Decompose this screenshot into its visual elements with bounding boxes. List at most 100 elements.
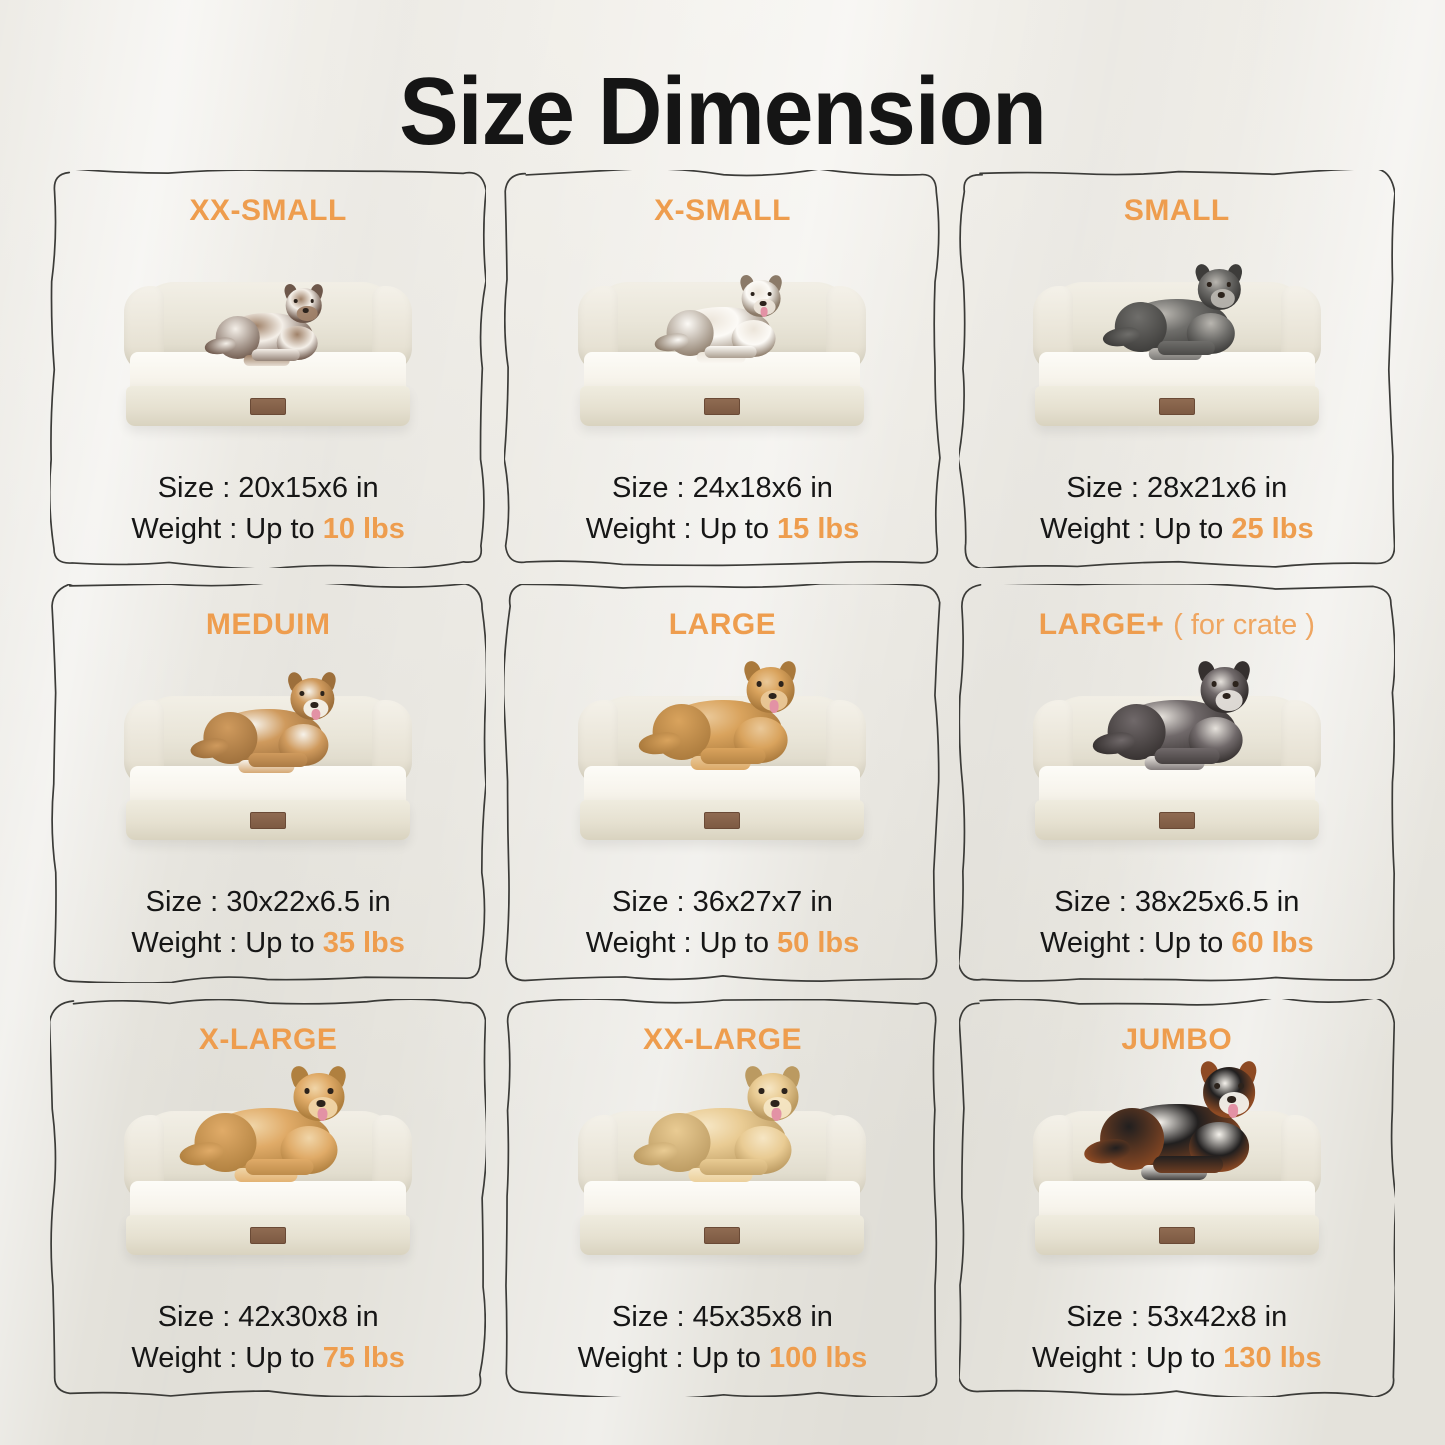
weight-line: Weight : Up to 75 lbs [131,1338,405,1379]
pet-illustration-dog-pomeranian [651,273,794,365]
brand-logo-tag [1158,397,1195,415]
brand-logo-tag [1158,1226,1195,1244]
spec-block: Size : 20x15x6 in Weight : Up to 10 lbs [131,468,405,558]
brand-logo-tag [250,397,287,415]
page-title: Size Dimension [399,58,1047,165]
card-size-name: X-SMALL [654,194,791,227]
pet-illustration-dog-schnauzer [1099,261,1255,363]
weight-line: Weight : Up to 35 lbs [131,923,405,964]
spec-block: Size : 24x18x6 in Weight : Up to 15 lbs [586,468,860,558]
weight-value: 25 lbs [1231,513,1314,546]
size-line: Size : 24x18x6 in [612,471,833,504]
pet-illustration-dog-corgi [187,670,350,776]
product-image [60,638,476,882]
weight-line-prefix: Weight : Up to [577,1341,769,1374]
weight-line-prefix: Weight : Up to [131,927,323,960]
card-size-label: XX-SMALL [190,194,347,228]
weight-line: Weight : Up to 15 lbs [586,509,860,550]
size-card-grid: XX-SMALL Size : 20x15x6 in Weight : Up to … [44,170,1401,1415]
card-size-label: LARGE+ ( for crate ) [1039,608,1315,642]
product-image [60,224,476,468]
pet-bed-illustration [572,658,872,846]
spec-block: Size : 45x35x8 in Weight : Up to 100 lbs [578,1297,868,1387]
card-size-name: LARGE [668,608,777,642]
weight-value: 50 lbs [777,927,860,960]
size-card-meduim[interactable]: MEDUIM Size : 30x22x6.5 in Weight : Up to … [50,584,486,982]
pet-bed-illustration [572,1064,872,1261]
weight-line-prefix: Weight : Up to [1032,1341,1224,1374]
weight-value: 75 lbs [322,1341,405,1374]
brand-logo-tag [250,1226,287,1244]
card-size-name: XX-SMALL [189,194,347,227]
size-line: Size : 38x25x6.5 in [1054,886,1300,919]
pet-illustration-dog-bernese-mountain [1080,1058,1274,1183]
size-card-xx-large[interactable]: XX-LARGE Size : 45x35x8 in Weight : Up to … [504,999,940,1397]
weight-line: Weight : Up to 130 lbs [1032,1338,1322,1379]
pet-bed-illustration [572,260,872,432]
spec-block: Size : 38x25x6.5 in Weight : Up to 60 lbs [1040,882,1314,972]
card-size-label: LARGE [669,608,777,642]
spec-block: Size : 42x30x8 in Weight : Up to 75 lbs [131,1297,405,1387]
weight-value: 60 lbs [1231,927,1314,960]
brand-logo-tag [704,397,741,415]
card-size-label: JUMBO [1121,1023,1232,1057]
size-line: Size : 45x35x8 in [612,1300,833,1333]
product-image [969,638,1385,882]
size-card-x-small[interactable]: X-SMALL Size : 24x18x6 in Weight : Up to 1… [504,170,940,568]
size-line: Size : 28x21x6 in [1066,471,1288,504]
size-card-large[interactable]: LARGE Size : 36x27x7 in Weight : Up to 50 … [504,584,940,982]
weight-value: 15 lbs [777,513,860,546]
weight-line-prefix: Weight : Up to [131,513,323,546]
pet-bed-illustration [118,670,418,846]
pet-bed-illustration [1027,1058,1327,1261]
weight-value: 10 lbs [322,513,405,546]
pet-illustration-dog-golden-retriever-large [175,1064,362,1185]
card-size-label: XX-LARGE [643,1023,802,1057]
card-size-label: MEDUIM [206,608,331,642]
pet-bed-illustration [118,260,418,432]
pet-illustration-cat-ragdoll [202,282,335,368]
card-size-name: X-LARGE [198,1022,338,1056]
card-size-name: JUMBO [1121,1022,1233,1056]
card-size-name: MEDUIM [205,608,331,642]
brand-logo-tag [250,812,287,830]
size-card-x-large[interactable]: X-LARGE Size : 42x30x8 in Weight : Up to 7… [50,999,486,1397]
weight-line-prefix: Weight : Up to [131,1341,323,1374]
card-size-suffix: ( for crate ) [1173,609,1315,642]
card-size-label: X-SMALL [654,194,791,228]
weight-line-prefix: Weight : Up to [1040,927,1232,960]
brand-logo-tag [1158,812,1195,830]
size-line: Size : 36x27x7 in [612,886,833,919]
weight-line: Weight : Up to 50 lbs [586,923,860,964]
product-image [60,1053,476,1297]
size-card-xx-small[interactable]: XX-SMALL Size : 20x15x6 in Weight : Up to … [50,170,486,568]
spec-block: Size : 28x21x6 in Weight : Up to 25 lbs [1040,468,1314,558]
card-size-name: XX-LARGE [642,1022,802,1056]
weight-line-prefix: Weight : Up to [1040,513,1232,546]
brand-logo-tag [704,812,741,830]
pet-bed-illustration [1027,658,1327,846]
card-size-name: LARGE+ [1038,608,1165,642]
brand-logo-tag [704,1226,741,1244]
size-line: Size : 20x15x6 in [157,471,379,504]
product-image [514,224,930,468]
size-line: Size : 42x30x8 in [157,1300,379,1333]
size-card-small[interactable]: SMALL Size : 28x21x6 in Weight : Up to 25 … [959,170,1395,568]
card-size-label: SMALL [1124,194,1230,228]
weight-value: 100 lbs [768,1341,868,1374]
weight-line-prefix: Weight : Up to [585,927,778,960]
pet-illustration-dog-labrador [629,1064,816,1185]
card-size-label: X-LARGE [199,1023,338,1057]
weight-value: 130 lbs [1223,1341,1322,1374]
weight-line: Weight : Up to 60 lbs [1040,923,1314,964]
weight-line: Weight : Up to 25 lbs [1040,509,1314,550]
spec-block: Size : 53x42x8 in Weight : Up to 130 lbs [1032,1297,1322,1387]
size-card-jumbo[interactable]: JUMBO Size : 53x42x8 in Weight : Up to 130… [959,999,1395,1397]
product-image [514,638,930,882]
product-image [969,224,1385,468]
size-line: Size : 53x42x8 in [1066,1300,1288,1333]
spec-block: Size : 30x22x6.5 in Weight : Up to 35 lbs [131,882,405,972]
weight-line-prefix: Weight : Up to [585,513,778,546]
size-card-large-[interactable]: LARGE+ ( for crate ) Size : 38x25x6.5 in W… [959,584,1395,982]
spec-block: Size : 36x27x7 in Weight : Up to 50 lbs [586,882,860,972]
